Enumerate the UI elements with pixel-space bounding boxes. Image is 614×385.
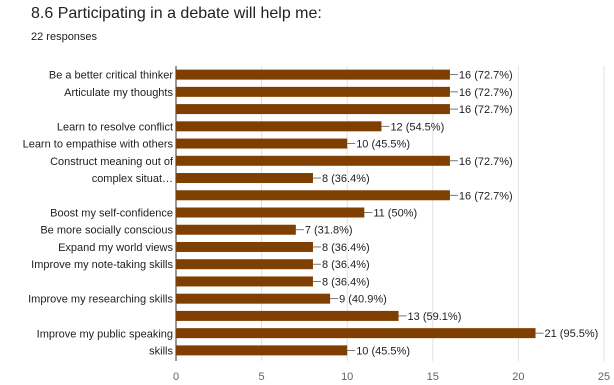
x-tick-label: 20 [512, 371, 524, 383]
data-label: 16 (72.7%) [459, 156, 513, 168]
chart-title: 8.6 Participating in a debate will help … [31, 5, 322, 22]
response-count: 22 responses [31, 31, 98, 43]
bar[interactable] [176, 276, 313, 287]
bar[interactable] [176, 104, 450, 115]
category-label: Improve my public speaking [37, 328, 173, 340]
bar[interactable] [176, 345, 348, 356]
bar[interactable] [176, 293, 331, 304]
category-label: Articulate my thoughts [64, 87, 173, 99]
category-label: Boost my self-confidence [50, 208, 173, 220]
data-label: 16 (72.7%) [459, 190, 513, 202]
data-label: 8 (36.4%) [322, 173, 370, 185]
category-label: Be more socially conscious [40, 225, 173, 237]
x-axis-ticks: 0 5 10 15 20 25 [173, 371, 610, 383]
data-label: 16 (72.7%) [459, 87, 513, 99]
category-label: Expand my world views [58, 242, 173, 254]
category-label: Construct meaning out of [50, 156, 174, 168]
bar[interactable] [176, 259, 313, 270]
bar[interactable] [176, 328, 536, 339]
category-label: Learn to empathise with others [23, 139, 174, 151]
category-label: skills [149, 345, 173, 357]
category-label: Improve my researching skills [28, 294, 173, 306]
data-label: 13 (59.1%) [408, 311, 462, 323]
bar[interactable] [176, 138, 348, 149]
bar[interactable] [176, 310, 399, 321]
data-label: 16 (72.7%) [459, 70, 513, 82]
data-label: 9 (40.9%) [339, 294, 387, 306]
bar[interactable] [176, 241, 313, 252]
category-label: Learn to resolve conflict [57, 121, 173, 133]
data-label: 12 (54.5%) [390, 121, 444, 133]
x-tick-label: 0 [173, 371, 179, 383]
data-label: 8 (36.4%) [322, 276, 370, 288]
category-label: Be a better critical thinker [49, 70, 173, 82]
bar[interactable] [176, 121, 382, 132]
data-label: 16 (72.7%) [459, 104, 513, 116]
bar[interactable] [176, 69, 450, 80]
bar[interactable] [176, 207, 365, 218]
data-label: 11 (50%) [373, 208, 417, 220]
bar[interactable] [176, 224, 296, 235]
data-label: 10 (45.5%) [356, 345, 410, 357]
category-label: complex situat… [92, 173, 173, 185]
x-tick-label: 10 [341, 371, 353, 383]
data-label: 10 (45.5%) [356, 139, 410, 151]
x-tick-label: 15 [427, 371, 439, 383]
bars [176, 69, 536, 356]
bar[interactable] [176, 190, 450, 201]
category-label: Improve my note-taking skills [31, 259, 173, 271]
bar[interactable] [176, 86, 450, 97]
data-label: 21 (95.5%) [545, 328, 599, 340]
x-tick-label: 25 [598, 371, 610, 383]
data-label: 8 (36.4%) [322, 242, 370, 254]
x-tick-label: 5 [259, 371, 265, 383]
bar[interactable] [176, 173, 313, 184]
data-label: 8 (36.4%) [322, 259, 370, 271]
category-labels: Be a better critical thinker Articulate m… [23, 70, 174, 358]
data-labels: 16 (72.7%) 16 (72.7%) 16 (72.7%) 12 (54.5%)… [295, 70, 599, 357]
data-label: 7 (31.8%) [305, 225, 353, 237]
bar[interactable] [176, 155, 450, 166]
